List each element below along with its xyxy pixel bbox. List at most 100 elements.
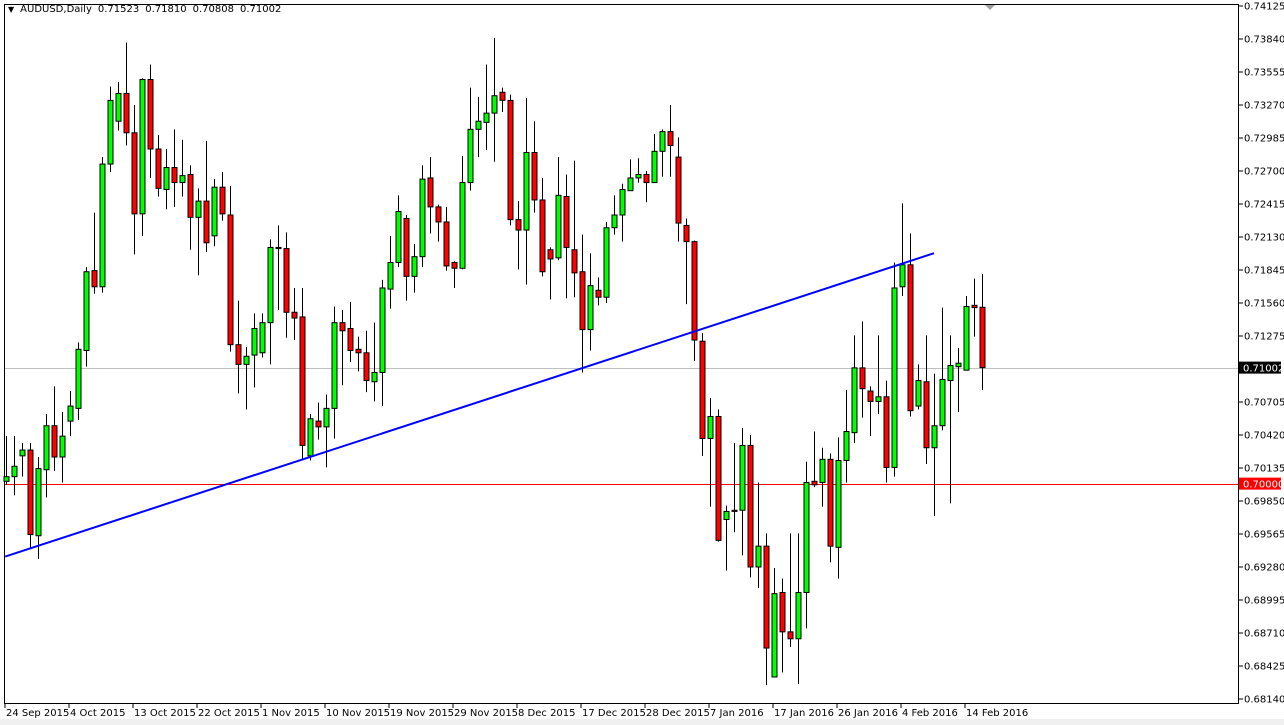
x-tick-label: 24 Sep 2015 (6, 708, 69, 719)
candle-body-bullish (11, 465, 18, 478)
candle-body-bullish (307, 418, 314, 457)
candle-body-bearish (595, 289, 602, 298)
candle (699, 333, 706, 456)
candle (323, 394, 330, 468)
candle-body-bearish (571, 249, 578, 274)
y-tick-label: 0.73840 (1244, 35, 1284, 46)
candle-body-bearish (827, 458, 834, 547)
candle-body-bullish (59, 435, 66, 458)
candle-body-bearish (219, 186, 226, 215)
candle (459, 155, 466, 270)
candle (547, 247, 554, 300)
candle-body-bearish (155, 148, 162, 189)
candle (147, 64, 154, 178)
candle-body-bullish (419, 178, 426, 258)
candle-body-bearish (699, 340, 706, 439)
candle (611, 195, 618, 235)
candle-body-bullish (915, 380, 922, 407)
candle-body-bearish (507, 99, 514, 221)
candle (483, 64, 490, 151)
candle (131, 105, 138, 255)
candle-body-bullish (163, 167, 170, 191)
candle (203, 140, 210, 253)
candle-body-bearish (539, 199, 546, 273)
candle (555, 157, 562, 261)
x-tick-label: 10 Nov 2015 (326, 708, 390, 719)
y-tick-label: 0.71560 (1244, 299, 1284, 310)
candle (635, 158, 642, 183)
y-tick-label: 0.74125 (1244, 2, 1284, 13)
candle-body-bullish (115, 92, 122, 122)
candle-body-bearish (667, 131, 674, 147)
candle (979, 274, 986, 391)
candle (211, 179, 218, 247)
candle-body-bullish (611, 214, 618, 229)
candle-body-bearish (203, 200, 210, 244)
candle-body-bullish (755, 545, 762, 568)
candle (35, 457, 42, 559)
candle-body-bullish (107, 99, 114, 165)
candle (795, 533, 802, 684)
chart-shift-marker-icon[interactable] (985, 5, 995, 10)
candle-body-bullish (843, 431, 850, 461)
candle (659, 129, 666, 177)
candle (731, 443, 738, 533)
candle (43, 414, 50, 498)
candle (723, 505, 730, 571)
candle (315, 402, 322, 440)
x-tick-label: 22 Oct 2015 (198, 708, 260, 719)
dropdown-triangle-icon[interactable]: ▼ (8, 5, 15, 14)
candle (603, 221, 610, 303)
candle (667, 105, 674, 177)
candle-body-bearish (339, 322, 346, 332)
candle-body-bearish (499, 91, 506, 101)
candle-body-bullish (83, 271, 90, 351)
candle (427, 157, 434, 234)
candle (27, 443, 34, 549)
candle (499, 87, 506, 112)
plot-border (4, 4, 1239, 704)
x-tick-label: 29 Nov 2015 (454, 708, 518, 719)
candle (819, 447, 826, 507)
y-tick-label: 0.68710 (1244, 629, 1284, 640)
y-tick-label: 0.68140 (1244, 695, 1284, 706)
candle (651, 133, 658, 184)
candle-body-bullish (947, 365, 954, 382)
candle (683, 218, 690, 305)
candle-body-bearish (715, 415, 722, 541)
y-tick-label: 0.70135 (1244, 464, 1284, 475)
candle (331, 306, 338, 439)
candle-body-bearish (747, 444, 754, 568)
candle-body-bullish (803, 481, 810, 593)
candle (739, 428, 746, 556)
level-price-tag-bg (1239, 477, 1281, 490)
candle (243, 347, 250, 410)
candle-body-bearish (787, 631, 794, 640)
candle (83, 267, 90, 367)
candle-body-bearish (547, 249, 554, 260)
candle (251, 313, 258, 388)
candle (291, 287, 298, 341)
candle-body-bullish (35, 468, 42, 537)
candle-body-bullish (523, 151, 530, 231)
candle-body-bullish (851, 367, 858, 434)
candle (619, 183, 626, 242)
candle-body-bullish (587, 285, 594, 331)
candle-body-bearish (315, 420, 322, 428)
candle-body-bearish (515, 219, 522, 231)
candle (347, 301, 354, 363)
candle (803, 461, 810, 629)
candle-body-bearish (859, 367, 866, 390)
candle-body-bullish (459, 182, 466, 269)
candle (747, 435, 754, 578)
candle (451, 261, 458, 288)
candle-body-bullish (955, 362, 962, 368)
candle-body-bullish (267, 246, 274, 324)
candle-body-bullish (627, 177, 634, 192)
candle-body-bearish (811, 480, 818, 486)
y-tick-label: 0.71845 (1244, 266, 1284, 277)
candle-body-bearish (27, 449, 34, 536)
trendline[interactable] (4, 252, 935, 558)
